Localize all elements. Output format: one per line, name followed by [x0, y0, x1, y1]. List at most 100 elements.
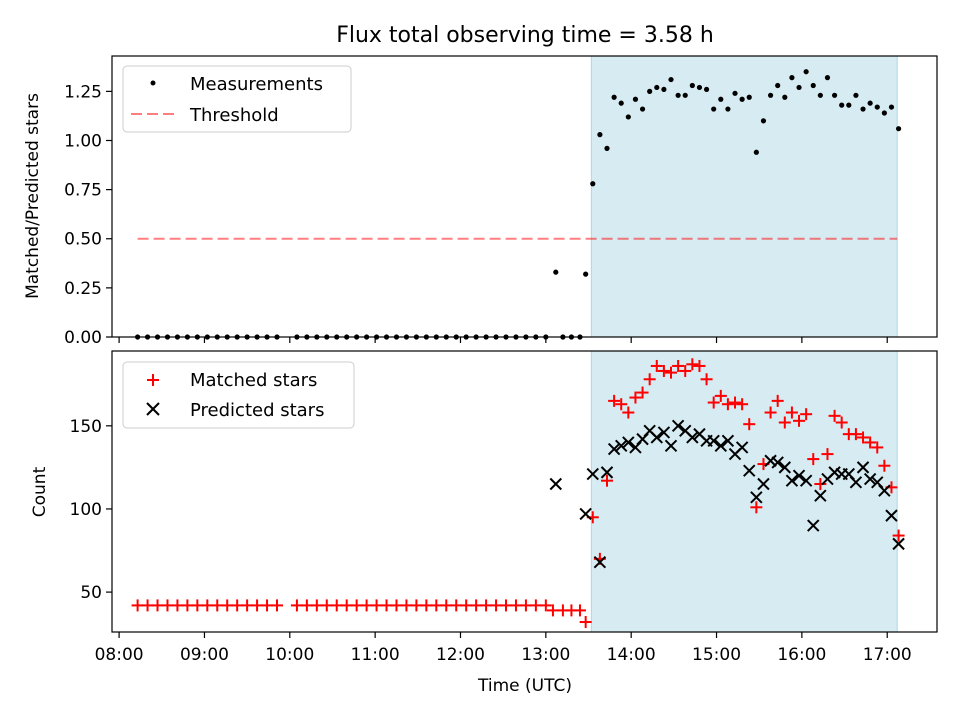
measurement-point [881, 110, 887, 116]
x-tick-label: 08:00 [95, 645, 144, 665]
x-tick-label: 10:00 [265, 645, 314, 665]
measurement-point [639, 106, 646, 112]
measurement-point [895, 126, 902, 132]
predicted-star-point [828, 466, 841, 479]
matched-star-point [828, 409, 841, 422]
x-tick-label: 13:00 [521, 645, 570, 665]
x-tick-label: 14:00 [607, 645, 656, 665]
measurement-point [824, 75, 831, 81]
legend-measurements-label: Measurements [190, 74, 323, 95]
matched-star-point [693, 359, 706, 372]
measurement-point [810, 82, 816, 89]
predicted-star-point [615, 439, 628, 452]
predicted-star-point [799, 474, 813, 487]
matched-star-point [636, 386, 649, 399]
matched-star-point [579, 616, 592, 629]
measurement-point [732, 90, 738, 96]
matched-star-point [857, 431, 870, 444]
predicted-star-point [856, 461, 870, 474]
y-tick-label: 100 [70, 500, 102, 520]
x-tick-label: 12:00 [436, 645, 485, 665]
ratio-legend: Measurements Threshold [122, 65, 352, 133]
matched-star-point [650, 359, 663, 372]
matched-star-point [871, 441, 884, 454]
predicted-star-point [586, 467, 599, 481]
matched-star-point [835, 416, 848, 429]
predicted-star-point [771, 456, 784, 469]
matched-star-point [629, 391, 642, 404]
measurement-point [853, 92, 859, 98]
x-tick-label: 17:00 [863, 645, 912, 665]
measurement-point [583, 271, 589, 277]
measurement-point [604, 145, 610, 151]
predicted-star-point [757, 477, 770, 491]
y-tick-label: 0.25 [64, 279, 102, 299]
matched-star-point [750, 501, 763, 514]
predicted-star-point [743, 464, 756, 477]
x-tick-label: 09:00 [180, 645, 229, 665]
matched-star-point [672, 359, 685, 372]
legend-predicted-label: Predicted stars [190, 400, 324, 421]
measurement-point [611, 94, 617, 100]
count-plot-frame [111, 350, 938, 633]
matched-star-point [736, 398, 749, 411]
matched-star-point [714, 389, 727, 402]
x-axis-label: Time (UTC) [477, 676, 572, 696]
matched-star-point [878, 459, 891, 472]
y-tick-label: 0.75 [64, 181, 102, 201]
predicted-star-point [714, 439, 728, 452]
predicted-star-point [686, 431, 699, 444]
measurement-point [661, 86, 667, 93]
measurement-point [654, 84, 660, 91]
measurement-point [803, 69, 809, 75]
measurement-point [767, 92, 774, 98]
predicted-star-point [607, 442, 621, 456]
measurement-point [675, 92, 681, 98]
measurement-point [711, 106, 717, 112]
measurement-point [839, 102, 845, 108]
matched-star-point [771, 394, 784, 407]
predicted-star-point [735, 441, 749, 454]
legend-matched-label: Matched stars [190, 370, 317, 391]
matched-star-point [807, 453, 820, 466]
y-tick-label: 50 [80, 583, 102, 603]
matched-star-point [608, 394, 621, 407]
matched-star-point [665, 366, 678, 379]
predicted-star-point [650, 431, 663, 444]
predicted-star-point [622, 436, 635, 449]
matched-star-point [601, 474, 613, 487]
measurement-point [874, 104, 880, 110]
count-y-axis-label: Count [30, 466, 50, 517]
predicted-star-point [671, 419, 685, 433]
matched-star-point [849, 428, 862, 441]
predicted-star-point [721, 434, 735, 447]
predicted-star-point [600, 466, 614, 479]
predicted-star-point [664, 439, 678, 452]
matched-star-point [539, 599, 552, 612]
predicted-star-point [579, 507, 592, 521]
measurement-point [597, 132, 603, 138]
predicted-star-point [892, 537, 905, 551]
x-tick-label: 16:00 [777, 645, 826, 665]
predicted-star-point [792, 469, 806, 482]
predicted-star-point [764, 454, 777, 467]
measurement-point [746, 94, 752, 100]
matched-star-point [821, 448, 834, 461]
predicted-star-point [885, 509, 898, 522]
predicted-star-point [863, 472, 877, 486]
measurement-point [647, 88, 653, 94]
predicted-star-point [785, 474, 799, 487]
matched-star-point [271, 599, 283, 612]
predicted-star-point [778, 461, 792, 474]
measurement-point [590, 181, 596, 187]
count-axis-ticks: 50 100 150 08:00 09:00 10:00 11:00 12:00 13:00 14… [70, 417, 912, 665]
measurement-point [867, 100, 873, 106]
measurement-point [668, 76, 674, 83]
matched-star-point [729, 396, 742, 409]
measurement-point [860, 106, 866, 112]
matched-star-point [864, 436, 877, 449]
measurement-point [703, 86, 710, 93]
predicted-star-point [549, 477, 563, 491]
y-tick-label: 1.25 [64, 82, 102, 102]
